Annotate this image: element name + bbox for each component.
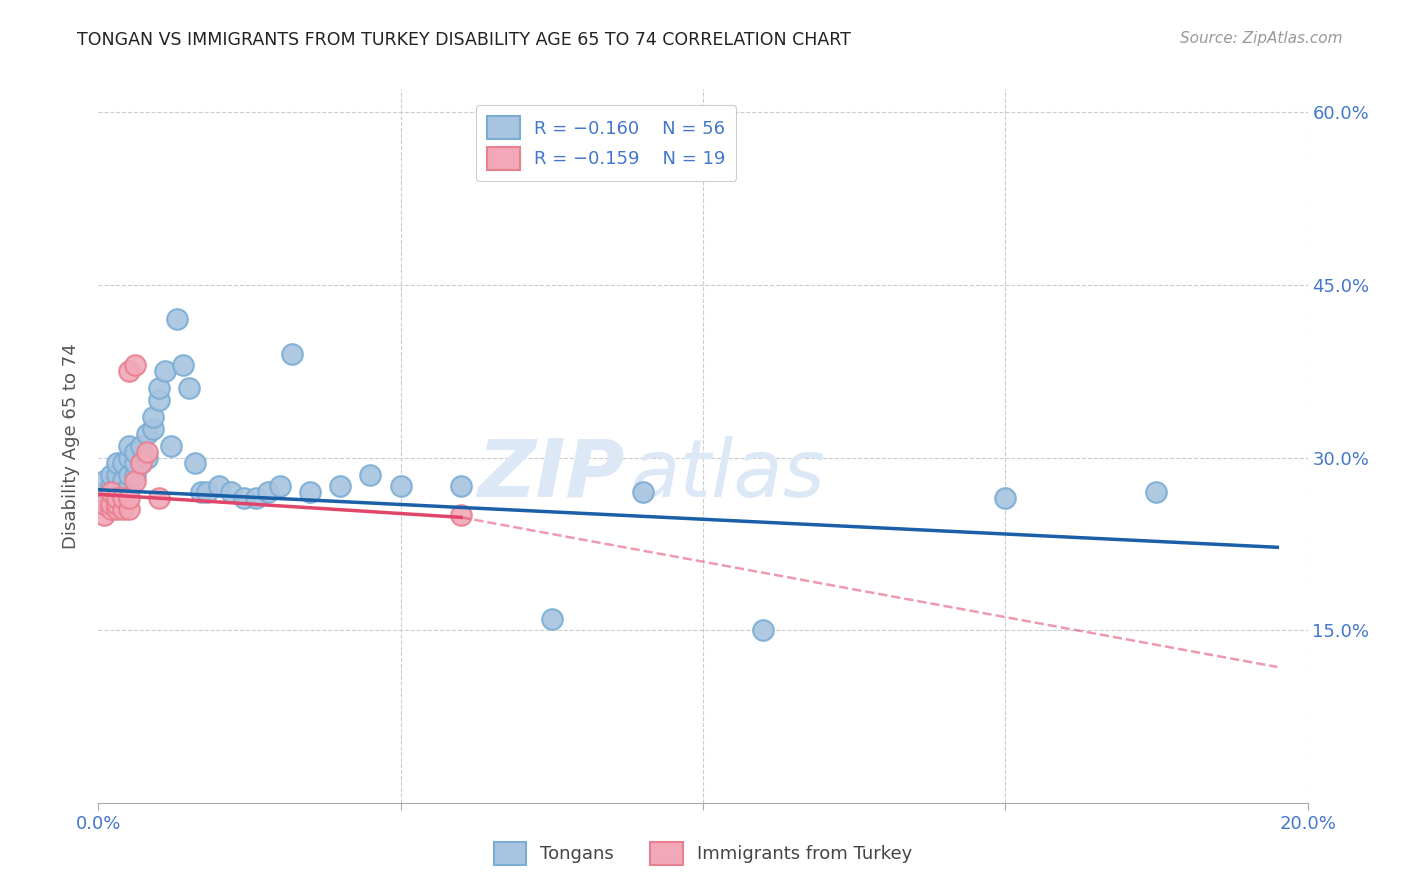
Point	[111, 491, 134, 505]
Point	[100, 467, 122, 482]
Point	[631, 485, 654, 500]
Point	[124, 359, 146, 373]
Point	[360, 467, 382, 482]
Point	[281, 347, 304, 361]
Point	[105, 456, 128, 470]
Point	[450, 479, 472, 493]
Point	[93, 508, 115, 522]
Point	[148, 381, 170, 395]
Point	[93, 474, 115, 488]
Point	[148, 491, 170, 505]
Point	[129, 456, 152, 470]
Point	[111, 491, 134, 505]
Point	[994, 491, 1017, 505]
Text: ZIP: ZIP	[477, 435, 624, 514]
Point	[105, 491, 128, 505]
Point	[118, 467, 141, 482]
Text: atlas: atlas	[630, 435, 825, 514]
Point	[118, 450, 141, 465]
Point	[389, 479, 412, 493]
Point	[105, 485, 128, 500]
Point	[105, 502, 128, 516]
Point	[118, 502, 141, 516]
Point	[100, 491, 122, 505]
Point	[100, 497, 122, 511]
Point	[100, 502, 122, 516]
Point	[1144, 485, 1167, 500]
Point	[93, 497, 115, 511]
Point	[118, 491, 141, 505]
Point	[148, 392, 170, 407]
Point	[105, 467, 128, 482]
Point	[100, 479, 122, 493]
Point	[329, 479, 352, 493]
Point	[111, 502, 134, 516]
Y-axis label: Disability Age 65 to 74: Disability Age 65 to 74	[62, 343, 80, 549]
Legend: Tongans, Immigrants from Turkey: Tongans, Immigrants from Turkey	[486, 835, 920, 872]
Point	[124, 456, 146, 470]
Point	[184, 456, 207, 470]
Point	[124, 467, 146, 482]
Point	[118, 439, 141, 453]
Point	[142, 410, 165, 425]
Legend: R = −0.160    N = 56, R = −0.159    N = 19: R = −0.160 N = 56, R = −0.159 N = 19	[477, 105, 737, 181]
Point	[105, 497, 128, 511]
Point	[142, 422, 165, 436]
Point	[100, 485, 122, 500]
Point	[269, 479, 291, 493]
Point	[93, 491, 115, 505]
Point	[105, 479, 128, 493]
Point	[105, 491, 128, 505]
Point	[135, 450, 157, 465]
Point	[100, 497, 122, 511]
Point	[111, 485, 134, 500]
Point	[111, 474, 134, 488]
Point	[166, 312, 188, 326]
Point	[135, 444, 157, 458]
Point	[129, 439, 152, 453]
Point	[195, 485, 218, 500]
Point	[540, 612, 562, 626]
Point	[160, 439, 183, 453]
Point	[232, 491, 254, 505]
Point	[752, 623, 775, 637]
Point	[190, 485, 212, 500]
Point	[221, 485, 243, 500]
Text: Source: ZipAtlas.com: Source: ZipAtlas.com	[1180, 31, 1343, 46]
Point	[93, 485, 115, 500]
Point	[124, 474, 146, 488]
Point	[153, 364, 176, 378]
Point	[135, 427, 157, 442]
Point	[450, 508, 472, 522]
Point	[124, 444, 146, 458]
Text: TONGAN VS IMMIGRANTS FROM TURKEY DISABILITY AGE 65 TO 74 CORRELATION CHART: TONGAN VS IMMIGRANTS FROM TURKEY DISABIL…	[77, 31, 851, 49]
Point	[118, 479, 141, 493]
Point	[256, 485, 278, 500]
Point	[129, 456, 152, 470]
Point	[299, 485, 322, 500]
Point	[118, 364, 141, 378]
Point	[172, 359, 194, 373]
Point	[179, 381, 201, 395]
Point	[111, 456, 134, 470]
Point	[208, 479, 231, 493]
Point	[245, 491, 267, 505]
